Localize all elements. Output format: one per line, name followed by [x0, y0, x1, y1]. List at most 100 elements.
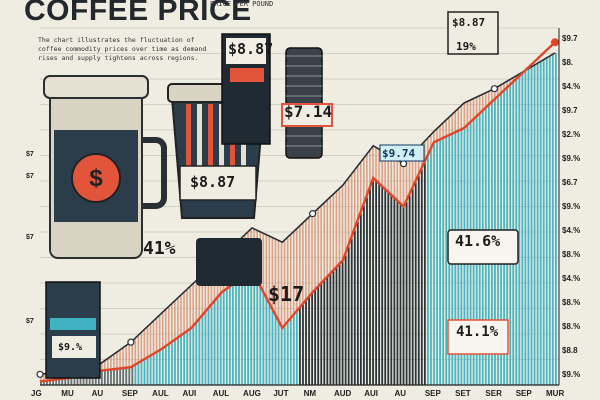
chart-area-band — [472, 98, 475, 120]
chart-area-band — [487, 91, 490, 106]
chart-bar — [167, 344, 170, 385]
chart-area-band — [481, 94, 484, 112]
chart-bar — [158, 350, 161, 385]
y-tick-label: $4.% — [562, 226, 581, 235]
chart-bar — [417, 176, 420, 385]
chart-area-band — [506, 81, 508, 89]
chart-area-band — [323, 203, 326, 281]
x-tick-label: MUR — [546, 389, 565, 398]
chart-area-band — [103, 361, 106, 371]
chart-area-band — [375, 146, 377, 180]
chart-bar — [423, 163, 426, 385]
chart-bar — [186, 331, 189, 385]
chart-bar — [244, 276, 246, 385]
chart-area-band — [186, 289, 188, 332]
chart-bar — [555, 52, 557, 386]
chart-area-band — [283, 240, 286, 327]
chart-bar — [250, 272, 253, 385]
tag-974: $9.74 — [382, 147, 416, 160]
chart-bar — [314, 290, 317, 385]
chart-bar — [302, 304, 304, 385]
chart-area-band — [183, 292, 185, 334]
chart-bar — [228, 287, 231, 385]
chart-area-band — [350, 174, 353, 239]
chart-area-band — [475, 97, 478, 117]
chart-area-band — [500, 85, 502, 94]
chart-bar — [308, 297, 310, 385]
chart-bar — [134, 365, 137, 385]
chart-area-band — [192, 284, 194, 327]
chart-area-band — [189, 287, 191, 330]
x-tick-label: MU — [61, 389, 74, 398]
chart-bar — [332, 271, 335, 385]
chart-bar — [119, 368, 122, 385]
chart-bar — [67, 378, 70, 385]
y-tick-label: $8.% — [562, 322, 581, 331]
chart-area-band — [408, 158, 411, 196]
chart-bar — [201, 316, 204, 385]
chart-bar — [433, 143, 435, 385]
chart-bar — [125, 367, 128, 385]
chart-bar — [131, 366, 134, 385]
chart-area-band — [372, 147, 374, 181]
chart-bar — [58, 379, 61, 385]
chart-area-band — [478, 96, 481, 115]
chart-bar — [430, 150, 432, 385]
chart-bar — [85, 374, 88, 385]
chart-area-band — [265, 234, 268, 297]
chart-area-band — [122, 348, 124, 369]
chart-bar — [40, 381, 42, 385]
chart-area-band — [402, 163, 405, 206]
chart-bar — [399, 202, 402, 385]
chart-area-band — [155, 318, 158, 353]
chart-bar — [259, 284, 262, 385]
chart-area-band — [347, 178, 350, 247]
x-tick-label: AU — [394, 389, 407, 398]
chart-area-band — [466, 101, 469, 126]
chart-area-band — [295, 229, 298, 312]
chart-bar — [436, 141, 438, 385]
chart-bar — [161, 348, 164, 385]
chart-bar — [350, 238, 353, 385]
chart-bar — [353, 230, 356, 385]
chart-bar — [116, 368, 118, 385]
chart-bar — [402, 205, 405, 385]
chart-area-band — [335, 192, 338, 268]
chart-bar — [280, 324, 283, 385]
tag-817: $17 — [268, 282, 305, 306]
chart-bar — [64, 378, 67, 385]
data-point — [36, 370, 44, 378]
chart-area-band — [353, 170, 356, 231]
chart-area-band — [268, 235, 271, 302]
pct-416: 41.6% — [455, 232, 501, 250]
chart-bar — [207, 308, 210, 385]
chart-bar — [225, 289, 228, 385]
chart-bar — [387, 191, 390, 385]
chart-area-band — [131, 341, 134, 367]
pct-card-lower — [447, 319, 509, 355]
chart-bar — [52, 379, 54, 385]
chart-bar — [152, 354, 155, 385]
cup-stripe — [197, 104, 202, 170]
chart-bar — [536, 63, 539, 386]
chart-area-band — [411, 154, 414, 190]
cup-stripe — [208, 104, 213, 170]
chart-area-band — [171, 304, 173, 343]
chart-area-band — [329, 197, 332, 275]
chart-bar — [369, 189, 371, 385]
cup-label — [179, 165, 257, 201]
chart-area-band — [198, 278, 201, 320]
chart-area-band — [396, 159, 399, 200]
chart-area-band — [280, 241, 283, 325]
chart-bar — [545, 58, 548, 386]
chart-area-band — [494, 88, 496, 100]
chart-area-band — [137, 335, 140, 364]
chart-bar — [344, 255, 347, 385]
data-point — [309, 210, 317, 218]
pct-41: 41% — [143, 238, 176, 259]
chart-area-band — [451, 114, 453, 134]
chart-bar — [70, 377, 73, 385]
chart-bar — [530, 67, 533, 386]
chart-bar — [299, 308, 301, 385]
